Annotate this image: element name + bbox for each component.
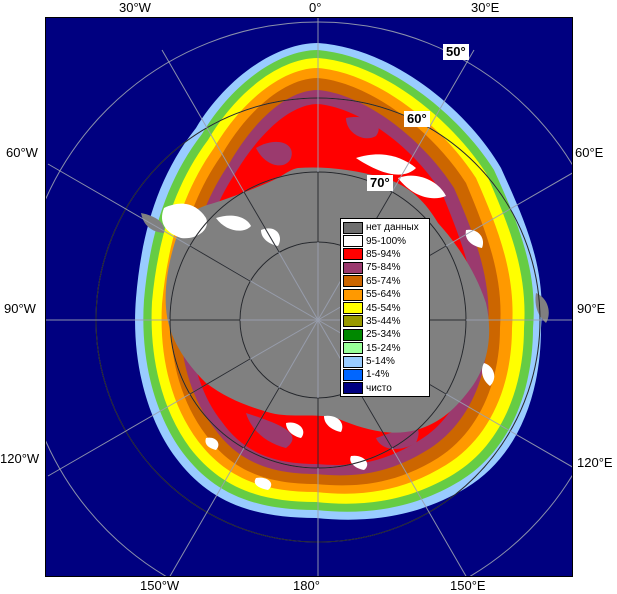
legend-item: 5-14%: [343, 355, 427, 368]
lon-label-left-60w: 60°W: [6, 145, 38, 160]
lon-label-top-0: 0°: [309, 0, 322, 15]
lat-label-50: 50°: [443, 44, 469, 60]
legend-item: 35-44%: [343, 315, 427, 328]
lon-label-right-120e: 120°E: [577, 455, 613, 470]
legend-label: 1-4%: [366, 369, 390, 381]
legend-label: 85-94%: [366, 248, 401, 260]
legend-swatch: [343, 261, 363, 274]
lon-label-bottom-150e: 150°E: [450, 578, 486, 593]
legend-item: нет данных: [343, 221, 427, 234]
legend-swatch: [343, 368, 363, 381]
legend-swatch: [343, 355, 363, 368]
legend-label: нет данных: [366, 222, 419, 234]
ice-zone-95-100: [161, 203, 207, 239]
legend-item: чисто: [343, 382, 427, 395]
legend-swatch: [343, 315, 363, 328]
legend-item: 85-94%: [343, 248, 427, 261]
concentration-legend: нет данных 95-100% 85-94% 75-84% 65-74% 55-64…: [340, 218, 430, 398]
lon-label-left-120w: 120°W: [0, 451, 40, 466]
legend-item: 65-74%: [343, 275, 427, 288]
legend-swatch: [343, 275, 363, 288]
lon-label-right-90e: 90°E: [577, 301, 606, 316]
legend-item: 95-100%: [343, 234, 427, 248]
legend-label: 65-74%: [366, 275, 401, 287]
legend-item: 45-54%: [343, 301, 427, 315]
lon-label-bottom-180: 180°: [293, 578, 320, 593]
legend-label: 75-84%: [366, 262, 401, 274]
lon-label-right-60e: 60°E: [575, 145, 604, 160]
map-canvas: [46, 18, 572, 576]
legend-label: 95-100%: [366, 235, 407, 247]
legend-swatch: [343, 288, 363, 301]
lat-label-60: 60°: [404, 111, 430, 127]
legend-label: 15-24%: [366, 342, 401, 354]
legend-item: 25-34%: [343, 328, 427, 341]
legend-label: 35-44%: [366, 315, 401, 327]
lat-label-70: 70°: [367, 175, 393, 191]
legend-label: 55-64%: [366, 289, 401, 301]
legend-swatch: [343, 235, 363, 248]
legend-item: 1-4%: [343, 368, 427, 381]
lon-label-left-90w: 90°W: [4, 301, 36, 316]
legend-swatch: [343, 302, 363, 315]
legend-label: чисто: [366, 382, 392, 394]
legend-item: 75-84%: [343, 261, 427, 274]
sea-ice-map: [45, 17, 573, 577]
legend-item: 55-64%: [343, 288, 427, 301]
legend-swatch: [343, 382, 363, 395]
legend-label: 25-34%: [366, 329, 401, 341]
legend-label: 45-54%: [366, 302, 401, 314]
legend-label: 5-14%: [366, 356, 395, 368]
lon-label-bottom-150w: 150°W: [140, 578, 180, 593]
lon-label-top-30w: 30°W: [119, 0, 151, 15]
legend-item: 15-24%: [343, 342, 427, 355]
legend-swatch: [343, 248, 363, 261]
legend-swatch: [343, 342, 363, 355]
legend-swatch: [343, 328, 363, 341]
legend-swatch: [343, 221, 363, 234]
lon-label-top-30e: 30°E: [471, 0, 500, 15]
